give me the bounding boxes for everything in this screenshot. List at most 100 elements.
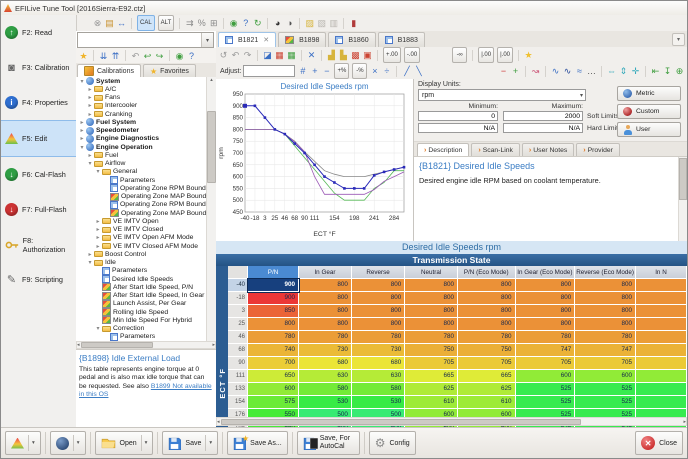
- table-cell[interactable]: [635, 343, 687, 357]
- table-cell[interactable]: 800: [298, 317, 352, 331]
- sidebar-item-f8-authorization[interactable]: F8: Authorization: [1, 227, 76, 262]
- table-cell[interactable]: 700: [247, 356, 299, 370]
- smooth-light-icon[interactable]: ∿: [551, 66, 560, 76]
- tree-item[interactable]: ▾ Engine Operation: [76, 143, 207, 152]
- tree-toggle-icon[interactable]: ▾: [88, 161, 92, 168]
- table-cell[interactable]: 800: [298, 291, 352, 305]
- tree-item[interactable]: Min Idle Speed For Hybrid: [76, 316, 207, 325]
- table-cell[interactable]: 800: [574, 304, 636, 318]
- scroll-thumb[interactable]: [207, 111, 216, 183]
- table-cell[interactable]: 705: [457, 356, 516, 370]
- sidebar-item-f5-edit[interactable]: F5: Edit: [1, 120, 76, 157]
- tree-item[interactable]: Rolling Idle Speed: [76, 308, 207, 317]
- table-cell[interactable]: [635, 395, 687, 409]
- user-button[interactable]: User: [617, 122, 681, 137]
- sub-percent-icon[interactable]: -%: [352, 63, 368, 79]
- sidebar-item-f9-scripting[interactable]: ✎ F9: Scripting: [6, 274, 63, 286]
- tree-item[interactable]: Desired Idle Speeds: [76, 275, 207, 284]
- table-horizontal-scrollbar[interactable]: ◂ ▸: [216, 417, 687, 426]
- tree-item[interactable]: ▸ Boost Control: [76, 250, 207, 258]
- table-cell[interactable]: 800: [298, 278, 352, 292]
- tree-toggle-icon[interactable]: ▾: [88, 260, 92, 267]
- table-cell[interactable]: 610: [404, 395, 458, 409]
- row-header[interactable]: -18: [228, 291, 249, 305]
- goto-prev-icon[interactable]: ↩: [143, 50, 152, 61]
- table-cell[interactable]: 740: [247, 343, 299, 357]
- hard-max-input[interactable]: [503, 123, 583, 133]
- column-header[interactable]: Neutral: [404, 266, 458, 279]
- row-header[interactable]: 3: [228, 304, 249, 318]
- slope-down-icon[interactable]: ╲: [416, 66, 422, 76]
- decimals-add-icon[interactable]: +.00: [383, 47, 401, 63]
- table-cell[interactable]: 580: [298, 382, 352, 396]
- tree-item[interactable]: Parameters: [76, 266, 207, 275]
- table-cell[interactable]: 610: [457, 395, 516, 409]
- metric-button[interactable]: Metric: [617, 86, 681, 101]
- column-header[interactable]: P/N: [247, 266, 299, 279]
- help-search-icon[interactable]: ?: [243, 18, 249, 28]
- scroll-up-icon[interactable]: ▴: [210, 77, 213, 83]
- table-cell[interactable]: 800: [298, 304, 352, 318]
- scroll-left-icon[interactable]: ◂: [217, 418, 220, 425]
- chevron-down-icon[interactable]: ▾: [72, 435, 80, 451]
- save-as-button[interactable]: ★ Save As...: [227, 431, 288, 455]
- tree-item[interactable]: ▾ General: [76, 168, 207, 176]
- value-dec-icon[interactable]: −: [500, 66, 507, 76]
- table-cell[interactable]: 525: [515, 382, 576, 396]
- slope-up-icon[interactable]: ╱: [404, 66, 410, 76]
- region-icon[interactable]: ▩: [351, 50, 360, 60]
- table-cell[interactable]: 900: [246, 277, 300, 293]
- tree-item[interactable]: ▸ Fans: [76, 94, 207, 102]
- tree-item[interactable]: Operating Zone MAP Boundaries: [76, 192, 207, 201]
- smooth-medium-icon[interactable]: ∿: [563, 66, 572, 76]
- redo-icon[interactable]: ↷: [243, 50, 252, 60]
- row-header[interactable]: 154: [228, 395, 249, 409]
- description-scrollbar[interactable]: [678, 157, 687, 241]
- tree-toggle-icon[interactable]: ▸: [80, 128, 84, 135]
- table-cell[interactable]: 747: [515, 343, 576, 357]
- tree-toggle-icon[interactable]: ▸: [96, 218, 100, 225]
- sidebar-item-f3-calibration[interactable]: ◙ F3: Calibration: [1, 50, 76, 85]
- config-button[interactable]: ⚙ Config: [368, 431, 416, 455]
- tree-item[interactable]: ▸ VE IMTV Closed: [76, 226, 207, 234]
- table-cell[interactable]: 780: [351, 330, 406, 344]
- table-cell[interactable]: 800: [515, 291, 576, 305]
- scroll-right-icon[interactable]: ▸: [212, 342, 215, 348]
- column-header[interactable]: Reverse (Eco Mode): [574, 266, 636, 279]
- undo-icon[interactable]: ↶: [231, 50, 240, 60]
- tree-item[interactable]: After Start Idle Speed, In Gear: [76, 291, 207, 300]
- copy-percent-icon[interactable]: %: [197, 18, 206, 28]
- tab-favorites[interactable]: ★ Favorites: [142, 64, 196, 77]
- chevron-down-icon[interactable]: ▾: [205, 435, 212, 451]
- interp-all-icon[interactable]: ✛: [631, 66, 640, 76]
- table-cell[interactable]: 800: [457, 291, 516, 305]
- tree-item[interactable]: Operating Zone RPM Boundaries: [76, 200, 207, 209]
- close-button[interactable]: ✕ Close: [635, 431, 683, 455]
- scroll-left-icon[interactable]: ◂: [77, 342, 80, 348]
- open-button[interactable]: Open ▾: [94, 431, 154, 455]
- table-cell[interactable]: 665: [404, 369, 458, 383]
- calibration-search-combo[interactable]: ▾: [77, 32, 214, 48]
- scroll-thumb[interactable]: [80, 342, 153, 348]
- tree-item[interactable]: ▸ VE IMTV Closed AFM Mode: [76, 242, 207, 250]
- table-cell[interactable]: 800: [351, 291, 406, 305]
- sidebar-item-f7-full-flash[interactable]: ↓ F7: Full-Flash: [1, 192, 76, 227]
- row-header[interactable]: -40: [228, 278, 249, 292]
- chevron-down-icon[interactable]: ▾: [28, 435, 35, 451]
- tree-item[interactable]: Operating Zone MAP Boundaries: [76, 209, 207, 218]
- desc-tab-user-notes[interactable]: › User Notes: [521, 143, 575, 156]
- neg-infinity-icon[interactable]: -∞: [452, 47, 468, 63]
- table-cell[interactable]: 730: [351, 343, 406, 357]
- smooth-more-icon[interactable]: …: [587, 66, 596, 76]
- tree-item[interactable]: Launch Assist, Per Gear: [76, 299, 207, 308]
- column-header[interactable]: In N: [635, 266, 687, 279]
- table-cell[interactable]: 850: [247, 304, 299, 318]
- table-cell[interactable]: 780: [457, 330, 516, 344]
- table-cell[interactable]: 630: [351, 369, 406, 383]
- tree-item[interactable]: ▸ A/C: [76, 85, 207, 93]
- tree-item[interactable]: Parameters: [76, 176, 207, 185]
- table-cell[interactable]: 525: [574, 395, 636, 409]
- row-header[interactable]: 46: [228, 330, 249, 344]
- help-icon[interactable]: ?: [188, 50, 194, 61]
- save-button[interactable]: Save ▾: [162, 431, 219, 455]
